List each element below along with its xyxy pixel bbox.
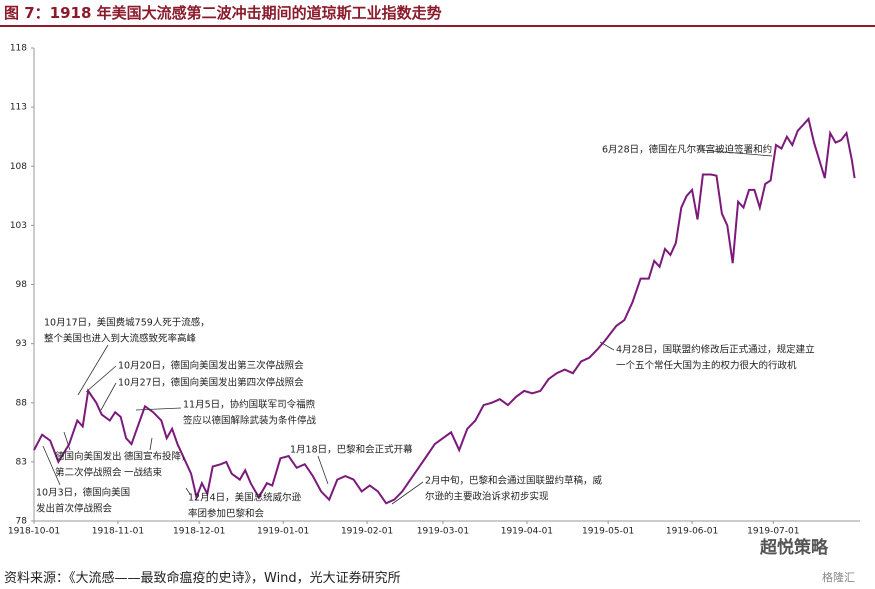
annotation-leader	[599, 341, 615, 351]
x-tick-label: 1919-04-01	[501, 527, 553, 537]
annotation: 发出首次停战照会	[36, 503, 113, 515]
annotation: 整个美国也进入到大流感致死率高峰	[44, 333, 197, 345]
annotation: 1月18日，巴黎和会正式开幕	[290, 444, 413, 456]
x-tick-label: 1918-10-01	[8, 527, 60, 537]
x-tick-label: 1919-03-01	[417, 527, 469, 537]
y-tick-label: 93	[16, 339, 27, 349]
annotation: 12月4日，美国总统威尔逊	[188, 492, 302, 504]
annotation: 一个五个常任大国为主的权力很大的行政机	[616, 360, 797, 372]
y-tick-label: 83	[16, 457, 27, 467]
annotation: 德国向美国发出	[55, 451, 122, 463]
annotation-leader	[77, 344, 109, 396]
x-tick-label: 1919-06-01	[666, 527, 718, 537]
y-tick-label: 103	[10, 221, 27, 231]
title-rule	[0, 25, 875, 27]
series-line	[33, 116, 856, 505]
annotation-leader	[391, 481, 424, 505]
y-tick-label: 108	[10, 162, 27, 172]
watermark: 格隆汇	[822, 570, 855, 584]
annotation-leader	[85, 365, 117, 393]
x-tick-label: 1919-05-01	[582, 527, 634, 537]
chart-title: 图 7：1918 年美国大流感第二波冲击期间的道琼斯工业指数走势	[4, 4, 442, 22]
annotation: 德国宣布投降，	[124, 451, 191, 463]
annotation-leader	[135, 407, 182, 411]
source-note: 资料来源：《大流感——最致命瘟疫的史诗》，Wind，光大证券研究所	[4, 571, 401, 586]
annotation-leader	[699, 149, 773, 157]
annotation-leader	[317, 455, 329, 485]
annotation: 率团参加巴黎和会	[188, 508, 265, 520]
x-tick-label: 1918-11-01	[92, 527, 144, 537]
annotation: 2月中旬，巴黎和会通过国联盟约草稿，威	[425, 475, 603, 487]
annotation: 10月20日，德国向美国发出第三次停战照会	[118, 360, 304, 372]
annotation: 10月3日，德国向美国	[36, 487, 130, 499]
x-tick-label: 1919-07-01	[747, 527, 799, 537]
annotation: 10月17日，美国费城759人死于流感，	[44, 317, 210, 329]
annotation: 尔逊的主要政治诉求初步实现	[425, 491, 549, 503]
y-tick-label: 113	[10, 103, 27, 113]
annotation: 第二次停战照会	[55, 467, 122, 479]
watermark: 超悦策略	[760, 537, 829, 558]
x-tick-label: 1918-12-01	[173, 527, 225, 537]
x-tick-label: 1919-01-01	[257, 527, 309, 537]
annotation: 签应以德国解除武装为条件停战	[183, 415, 317, 427]
y-tick-label: 88	[16, 398, 28, 408]
x-tick-label: 1919-02-01	[341, 527, 393, 537]
annotation: 一战结束	[124, 467, 163, 479]
annotation-leader	[185, 487, 191, 495]
annotation: 11月5日，协约国联军司令福煦	[183, 399, 316, 411]
annotation-leader	[149, 437, 153, 451]
annotation: 10月27日，德国向美国发出第四次停战照会	[118, 377, 304, 389]
annotation: 4月28日，国联盟约修改后正式通过，规定建立	[616, 344, 815, 356]
y-tick-label: 98	[16, 280, 28, 290]
annotation-leader	[100, 382, 117, 411]
y-tick-label: 118	[10, 44, 27, 54]
annotation-leader	[42, 445, 61, 486]
annotation-leader	[63, 431, 71, 451]
annotation: 6月28日，德国在凡尔赛宫被迫签署和约	[602, 144, 772, 156]
y-tick-label: 78	[16, 517, 28, 527]
